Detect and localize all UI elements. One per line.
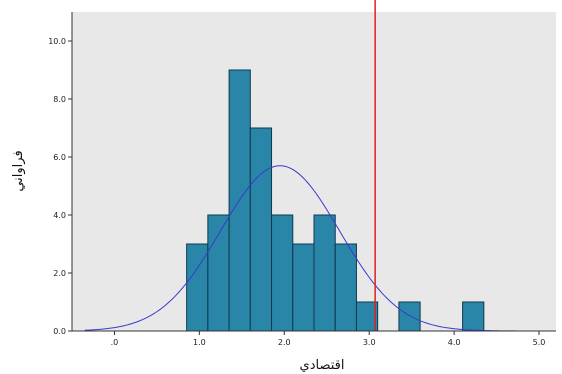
x-tick-label: 3.0 — [363, 338, 376, 347]
y-tick-label: 8.0 — [53, 95, 66, 104]
y-tick-label: 0.0 — [53, 327, 66, 336]
y-tick-label: 4.0 — [53, 211, 66, 220]
x-tick-label: .0 — [111, 338, 119, 347]
histogram-bar — [398, 301, 421, 332]
histogram-bar — [271, 214, 294, 332]
y-tick-label: 6.0 — [53, 153, 66, 162]
x-tick-label: 5.0 — [533, 338, 546, 347]
histogram-bar — [292, 243, 315, 332]
x-ticks: .0 1.0 2.0 3.0 4.0 5.0 — [111, 331, 546, 347]
y-tick-label: 2.0 — [53, 269, 66, 278]
x-axis-label: اقتصادي — [300, 358, 345, 373]
histogram-bar — [207, 214, 230, 332]
x-tick-label: 4.0 — [448, 338, 461, 347]
x-tick-label: 2.0 — [278, 338, 291, 347]
histogram-bar — [313, 214, 336, 332]
y-ticks: 0.0 2.0 4.0 6.0 8.0 10.0 — [48, 37, 72, 336]
x-tick-label: 1.0 — [193, 338, 206, 347]
normal-curve — [84, 165, 544, 332]
histogram-bar — [462, 301, 485, 332]
histogram-bar — [334, 243, 357, 332]
y-tick-label: 10.0 — [48, 37, 66, 46]
histogram-bar — [249, 127, 273, 332]
y-axis-label: فراواني — [11, 150, 26, 191]
